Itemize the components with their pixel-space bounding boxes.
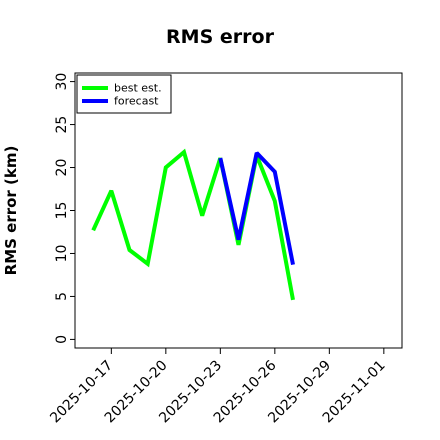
y-tick-label: 25 xyxy=(54,116,70,134)
y-tick-label: 10 xyxy=(54,245,70,263)
y-tick-label: 15 xyxy=(54,202,70,220)
y-tick-label: 0 xyxy=(54,335,70,344)
chart-title: RMS error xyxy=(166,26,274,48)
series-layer xyxy=(91,148,295,301)
legend-label: best est. xyxy=(114,82,162,95)
y-tick-label: 5 xyxy=(54,292,70,301)
legend-box xyxy=(76,74,172,114)
y-tick-label: 30 xyxy=(54,73,70,91)
plot-frame xyxy=(74,72,403,349)
x-axis: 2025-10-172025-10-202025-10-232025-10-26… xyxy=(47,348,389,426)
series-line-best-est xyxy=(91,148,295,301)
y-axis: 0 5 10 15 20 25 30 xyxy=(54,73,75,344)
y-tick-label: 20 xyxy=(54,159,70,177)
legend: best est.forecast xyxy=(76,74,172,114)
legend-label: forecast xyxy=(114,95,159,108)
series-line-forecast xyxy=(218,151,295,265)
y-axis-label: RMS error (km) xyxy=(2,146,20,276)
